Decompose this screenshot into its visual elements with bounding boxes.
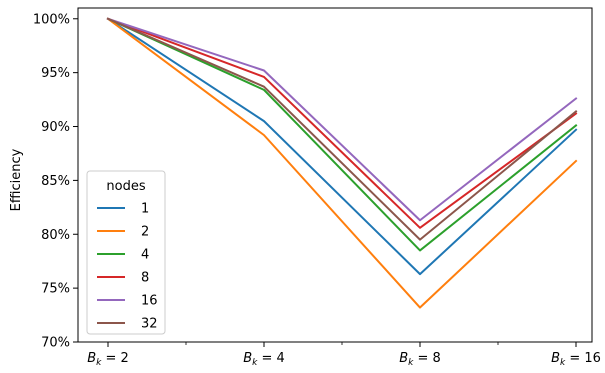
series-lines	[106, 17, 578, 309]
series-line-1	[106, 17, 578, 276]
series-line-16	[106, 17, 578, 222]
y-tick-label: 90%	[41, 120, 70, 135]
y-tick-label: 100%	[33, 12, 70, 27]
legend-box	[86, 170, 166, 335]
x-tick-label: Bk = 2	[87, 351, 129, 368]
x-tick-label: Bk = 8	[399, 351, 441, 368]
y-tick-label: 95%	[41, 66, 70, 81]
legend: nodes 1 2 4 8 16 32	[86, 170, 166, 335]
axes-frame	[77, 7, 593, 343]
series-line-4	[106, 17, 578, 252]
legend-label-16: 16	[141, 294, 158, 309]
y-axis-label: Efficiency	[9, 148, 24, 211]
series-line-2	[106, 17, 578, 309]
y-tick-label: 85%	[41, 174, 70, 189]
legend-label-1: 1	[141, 202, 149, 217]
y-tick-label: 80%	[41, 228, 70, 243]
legend-label-8: 8	[141, 271, 149, 286]
y-axis: 70% 75% 80% 85% 90% 95% 100%	[33, 12, 78, 351]
y-tick-label: 75%	[41, 282, 70, 297]
x-tick-label: Bk = 16	[551, 351, 601, 368]
axes-border	[77, 7, 593, 343]
legend-label-2: 2	[141, 225, 149, 240]
x-axis: Bk = 2 Bk = 4 Bk = 8 Bk = 16	[87, 342, 601, 368]
legend-label-4: 4	[141, 248, 149, 263]
y-tick-label: 70%	[41, 336, 70, 351]
series-line-32	[106, 17, 578, 241]
legend-title: nodes	[106, 179, 145, 194]
x-tick-label: Bk = 4	[243, 351, 285, 368]
series-line-8	[106, 17, 578, 229]
legend-label-32: 32	[141, 317, 158, 332]
